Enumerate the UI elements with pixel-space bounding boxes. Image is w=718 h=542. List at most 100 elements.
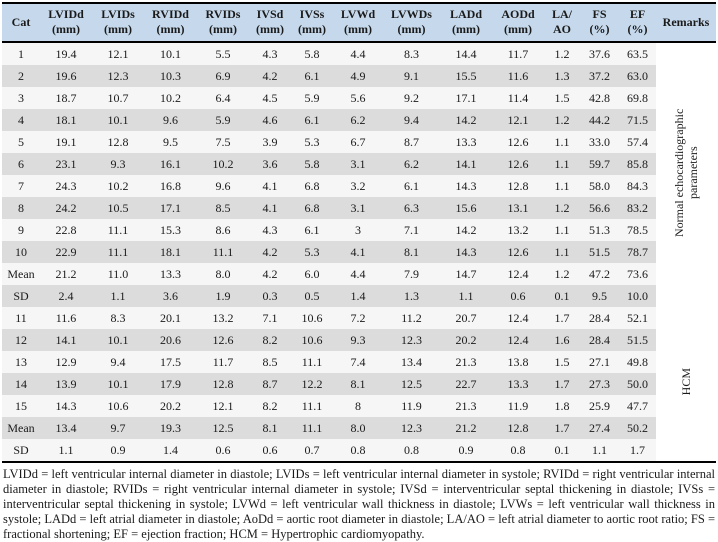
value-cell: 4.2: [249, 263, 291, 285]
value-cell: 12.8: [492, 417, 544, 439]
value-cell: 12.3: [383, 329, 440, 351]
value-cell: 51.3: [580, 219, 619, 241]
value-cell: 1.2: [544, 263, 580, 285]
value-cell: 4.3: [249, 42, 291, 65]
value-cell: 1.3: [544, 65, 580, 87]
table-row: 5 19.1 12.8 9.5 7.5 3.9 5.3 6.7 8.7 13.3 12.6 1.1 33…: [2, 131, 716, 153]
value-cell: 12.2: [291, 373, 333, 395]
value-cell: 14.1: [440, 153, 492, 175]
value-cell: 12.1: [492, 109, 544, 131]
value-cell: 11.9: [383, 395, 440, 417]
value-cell: 12.4: [492, 329, 544, 351]
value-cell: 11.6: [492, 65, 544, 87]
value-cell: 17.1: [144, 197, 197, 219]
value-cell: 3.6: [144, 285, 197, 307]
value-cell: 12.6: [197, 329, 249, 351]
value-cell: 27.1: [580, 351, 619, 373]
cat-cell: 10: [2, 241, 40, 263]
value-cell: 63.5: [619, 42, 656, 65]
value-cell: 0.3: [249, 285, 291, 307]
value-cell: 8.1: [333, 373, 383, 395]
value-cell: 69.8: [619, 87, 656, 109]
value-cell: 47.7: [619, 395, 656, 417]
cat-cell: SD: [2, 285, 40, 307]
value-cell: 71.5: [619, 109, 656, 131]
column-header-unit: (mm): [209, 22, 237, 36]
value-cell: 7.1: [249, 307, 291, 329]
value-cell: 0.1: [544, 285, 580, 307]
column-header-unit: AO: [553, 22, 571, 36]
value-cell: 7.9: [383, 263, 440, 285]
column-header-label: LVIDd: [48, 7, 84, 21]
header-row: Cat LVIDd (mm) LVIDs (mm) RVIDd (mm) RVIDs (mm) I…: [2, 3, 716, 43]
value-cell: 6.1: [291, 219, 333, 241]
column-header: LVIDs (mm): [92, 3, 144, 43]
table-row: 2 19.6 12.3 10.3 6.9 4.2 6.1 4.9 9.1 15.5 11.6 1.3 3…: [2, 65, 716, 87]
table-row: 13 12.9 9.4 17.5 11.7 8.5 11.1 7.4 13.4 21.3 13.8 1…: [2, 351, 716, 373]
value-cell: 11.1: [291, 417, 333, 439]
value-cell: 20.6: [144, 329, 197, 351]
echocardiographic-parameters-table: Cat LVIDd (mm) LVIDs (mm) RVIDd (mm) RVIDs (mm) I…: [2, 2, 716, 463]
value-cell: 1.4: [144, 439, 197, 462]
value-cell: 19.3: [144, 417, 197, 439]
value-cell: 8.2: [249, 395, 291, 417]
column-header-label: LADd: [449, 7, 482, 21]
value-cell: 57.4: [619, 131, 656, 153]
value-cell: 8.1: [383, 241, 440, 263]
value-cell: 9.5: [580, 285, 619, 307]
value-cell: 1.1: [544, 131, 580, 153]
value-cell: 4.5: [249, 87, 291, 109]
value-cell: 6.2: [333, 109, 383, 131]
value-cell: 11.1: [291, 395, 333, 417]
value-cell: 0.8: [492, 439, 544, 462]
value-cell: 56.6: [580, 197, 619, 219]
value-cell: 12.4: [492, 307, 544, 329]
value-cell: 13.4: [40, 417, 92, 439]
value-cell: 6.1: [291, 109, 333, 131]
column-header: EF (%): [619, 3, 656, 43]
value-cell: 11.7: [492, 42, 544, 65]
cat-cell: Mean: [2, 263, 40, 285]
value-cell: 11.2: [383, 307, 440, 329]
value-cell: 10.5: [92, 197, 144, 219]
remarks-cell: HCM: [656, 307, 716, 462]
value-cell: 13.3: [144, 263, 197, 285]
value-cell: 6.1: [291, 65, 333, 87]
column-header-unit: (mm): [344, 22, 372, 36]
value-cell: 14.2: [440, 109, 492, 131]
column-header: Cat: [2, 3, 40, 43]
value-cell: 9.3: [333, 329, 383, 351]
table-row: 9 22.8 11.1 15.3 8.6 4.3 6.1 3 7.1 14.2 13.2 1.1 51.…: [2, 219, 716, 241]
value-cell: 1.7: [544, 417, 580, 439]
value-cell: 3: [333, 219, 383, 241]
value-cell: 21.2: [440, 417, 492, 439]
value-cell: 11.1: [92, 241, 144, 263]
cat-cell: 14: [2, 373, 40, 395]
column-header: LA/AO: [544, 3, 580, 43]
value-cell: 9.6: [197, 175, 249, 197]
value-cell: 20.2: [144, 395, 197, 417]
value-cell: 1.1: [40, 439, 92, 462]
remark-rotated-label: HCM: [679, 368, 693, 396]
table-row: 14 13.9 10.1 17.9 12.8 8.7 12.2 8.1 12.5 22.7 13.3…: [2, 373, 716, 395]
table-row: 15 14.3 10.6 20.2 12.1 8.2 11.1 8 11.9 21.3 11.9 1.…: [2, 395, 716, 417]
value-cell: 10.2: [92, 175, 144, 197]
value-cell: 5.5: [197, 42, 249, 65]
value-cell: 14.3: [440, 241, 492, 263]
column-header: LVWDs (mm): [383, 3, 440, 43]
column-header: AODd (mm): [492, 3, 544, 43]
value-cell: 1.8: [544, 395, 580, 417]
value-cell: 11.7: [197, 351, 249, 373]
column-header-unit: (%): [627, 22, 648, 36]
value-cell: 11.0: [92, 263, 144, 285]
value-cell: 52.1: [619, 307, 656, 329]
value-cell: 78.7: [619, 241, 656, 263]
value-cell: 13.9: [40, 373, 92, 395]
value-cell: 58.0: [580, 175, 619, 197]
value-cell: 78.5: [619, 219, 656, 241]
value-cell: 84.3: [619, 175, 656, 197]
value-cell: 7.2: [333, 307, 383, 329]
value-cell: 12.1: [92, 42, 144, 65]
value-cell: 73.6: [619, 263, 656, 285]
value-cell: 15.6: [440, 197, 492, 219]
